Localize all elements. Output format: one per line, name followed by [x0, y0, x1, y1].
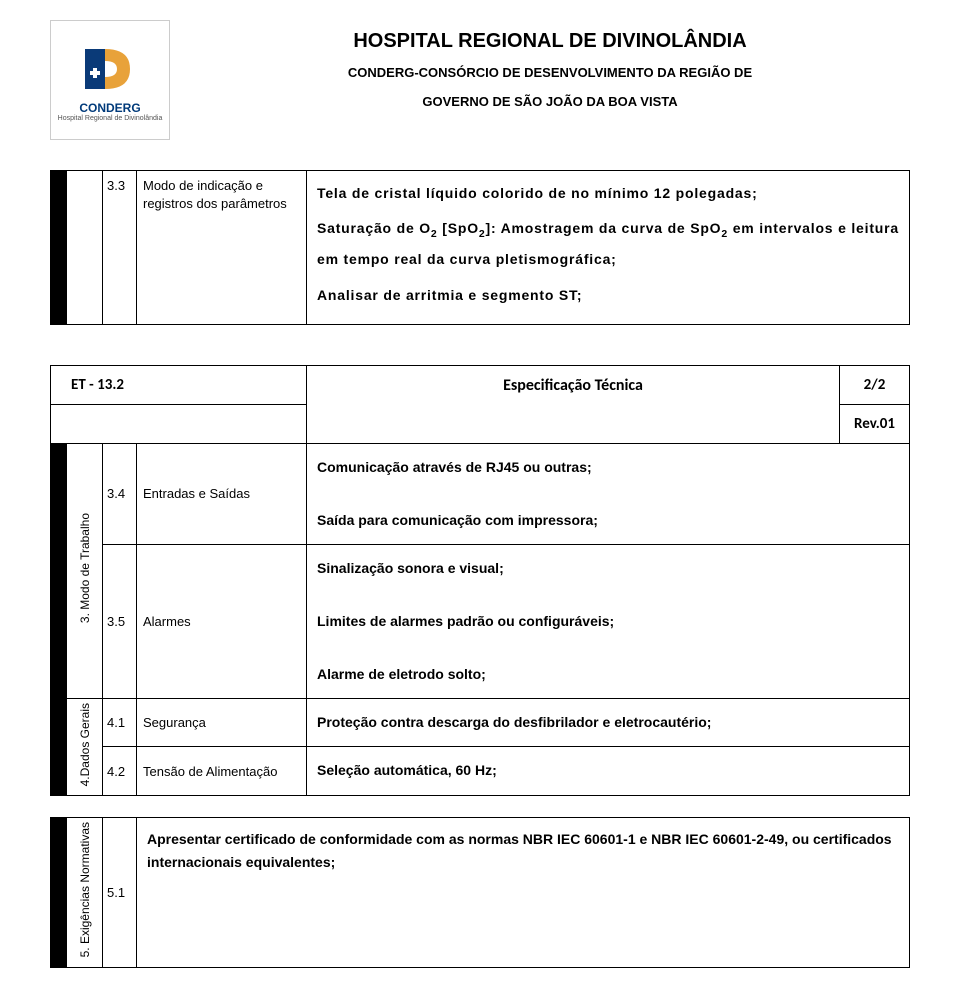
header-sub1: CONDERG-CONSÓRCIO DE DESENVOLVIMENTO DA …	[190, 65, 910, 80]
logo-subtext: Hospital Regional de Divinolândia	[58, 115, 163, 122]
vlabel-4-text: 4.Dados Gerais	[78, 703, 92, 786]
row-number: 4.1	[103, 698, 137, 747]
spec-title: Especificação Técnica	[317, 376, 829, 395]
row-content: Apresentar certificado de conformidade c…	[137, 818, 910, 967]
row-number: 3.4	[103, 444, 137, 545]
header-title: HOSPITAL REGIONAL DE DIVINOLÂNDIA	[190, 30, 910, 53]
row-number: 3.5	[103, 544, 137, 698]
row-3-4: 3. Modo de Trabalho 3.4 Entradas e Saída…	[51, 444, 910, 545]
vlabel-5-text: 5. Exigências Normativas	[78, 822, 92, 957]
side-spacer	[67, 171, 103, 325]
table-spacer	[51, 796, 910, 818]
et-cell-2	[51, 405, 307, 444]
row-number: 5.1	[103, 818, 137, 967]
row-4-2: 4.2 Tensão de Alimentação Seleção automá…	[51, 747, 910, 796]
frac-cell: 2/2	[840, 366, 910, 405]
row-label: Modo de indicação e registros dos parâme…	[137, 171, 307, 325]
vlabel-5: 5. Exigências Normativas	[67, 818, 103, 967]
spec-title-cell: Especificação Técnica	[307, 366, 840, 444]
content-p2: Saturação de O2 [SpO2]: Amostragem da cu…	[317, 214, 899, 274]
content-p3: Analisar de arritmia e segmento ST;	[317, 281, 899, 310]
et-label: ET - 13.2	[61, 376, 124, 394]
row-number: 3.3	[103, 171, 137, 325]
et-cell: ET - 13.2	[51, 366, 307, 405]
logo-text: CONDERG	[79, 101, 140, 115]
line2: Limites de alarmes padrão ou configuráve…	[317, 608, 899, 635]
row-number: 4.2	[103, 747, 137, 796]
row-content: Comunicação através de RJ45 ou outras; S…	[307, 444, 910, 545]
rev-cell: Rev.01	[840, 405, 910, 444]
logo-graphic	[75, 39, 145, 99]
table-section-3-3: 3.3 Modo de indicação e registros dos pa…	[50, 170, 910, 325]
header-text-block: HOSPITAL REGIONAL DE DIVINOLÂNDIA CONDER…	[190, 20, 910, 109]
line1: Sinalização sonora e visual;	[317, 555, 899, 582]
row-content: Tela de cristal líquido colorido de no m…	[307, 171, 910, 325]
row-5-1: 5. Exigências Normativas 5.1 Apresentar …	[51, 818, 910, 967]
line3: Alarme de eletrodo solto;	[317, 661, 899, 688]
row-content: Sinalização sonora e visual; Limites de …	[307, 544, 910, 698]
row-content: Proteção contra descarga do desfibrilado…	[307, 698, 910, 747]
logo: CONDERG Hospital Regional de Divinolândi…	[50, 20, 170, 140]
side-black-bar	[51, 171, 67, 325]
header-sub2: GOVERNO DE SÃO JOÃO DA BOA VISTA	[190, 94, 910, 109]
side-black-bar	[51, 444, 67, 699]
table-spec: ET - 13.2 Especificação Técnica 2/2 Rev.…	[50, 365, 910, 968]
page: CONDERG Hospital Regional de Divinolândi…	[0, 0, 960, 1008]
row-4-1: 4.Dados Gerais 4.1 Segurança Proteção co…	[51, 698, 910, 747]
line2: Saída para comunicação com impressora;	[317, 507, 899, 534]
vlabel-3-text: 3. Modo de Trabalho	[78, 513, 92, 623]
line1: Comunicação através de RJ45 ou outras;	[317, 454, 899, 481]
content-p1: Tela de cristal líquido colorido de no m…	[317, 179, 899, 208]
spec-header-row: ET - 13.2 Especificação Técnica 2/2	[51, 366, 910, 405]
row-label: Alarmes	[137, 544, 307, 698]
row-label: Entradas e Saídas	[137, 444, 307, 545]
document-header: CONDERG Hospital Regional de Divinolândi…	[50, 20, 910, 140]
vlabel-4: 4.Dados Gerais	[67, 698, 103, 795]
side-black-bar	[51, 818, 67, 967]
row-label: Segurança	[137, 698, 307, 747]
vlabel-3: 3. Modo de Trabalho	[67, 444, 103, 699]
row-3-5: 3.5 Alarmes Sinalização sonora e visual;…	[51, 544, 910, 698]
side-black-bar	[51, 698, 67, 795]
row-label: Tensão de Alimentação	[137, 747, 307, 796]
row-content: Seleção automática, 60 Hz;	[307, 747, 910, 796]
